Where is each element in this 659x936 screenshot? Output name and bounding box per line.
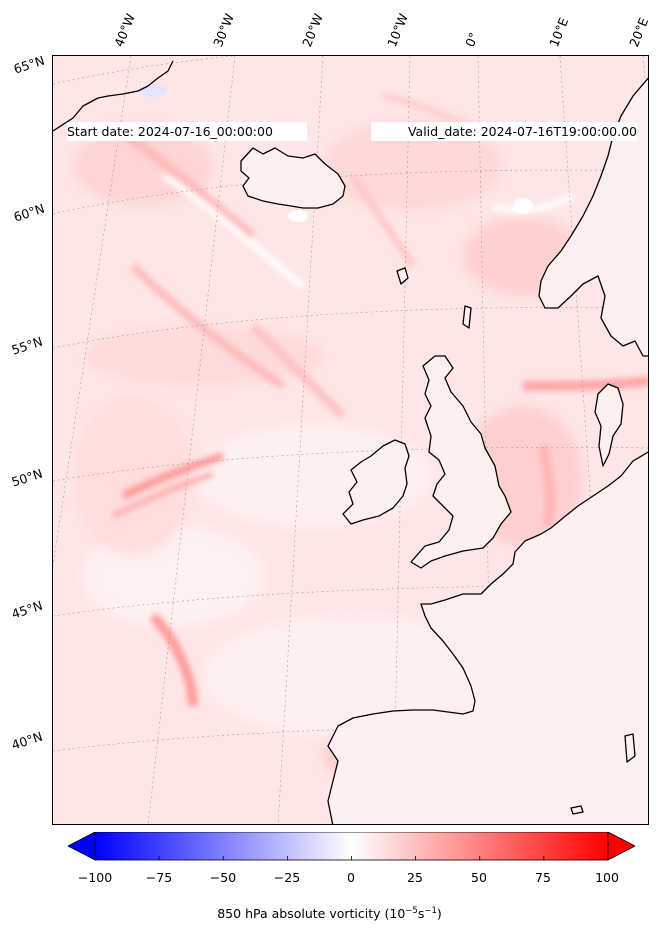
- colorbar-tick-label: 50: [471, 870, 487, 885]
- colorbar-tick-label: 25: [407, 870, 423, 885]
- great-britain-coast: [410, 355, 512, 569]
- vorticity-map: Start date: 2024-07-16_00:00:00 Valid_da…: [52, 55, 649, 825]
- colorbar-label-exponent: −5: [405, 906, 418, 916]
- faroe-coast: [396, 267, 409, 285]
- valid-date-text: Valid_date: 2024-07-16T19:00:00.00: [407, 124, 637, 139]
- start-date-text: Start date: 2024-07-16_00:00:00: [67, 124, 273, 139]
- shetland-coast: [462, 305, 472, 329]
- valid-date-label: Valid_date: 2024-07-16T19:00:00.00: [371, 122, 637, 141]
- colorbar-label-unit-exponent: −1: [424, 906, 437, 916]
- colorbar-tick-label: 100: [595, 870, 619, 885]
- colorbar: [68, 832, 635, 861]
- colorbar-extend-low: [68, 832, 96, 861]
- colorbar-label-unit: s: [417, 906, 425, 922]
- lat-label-65n: 65°N: [11, 52, 47, 77]
- colorbar-label-close: ): [436, 906, 442, 922]
- denmark-coast: [594, 383, 624, 467]
- lat-label-50n: 50°N: [9, 465, 45, 490]
- balearic-coast: [570, 805, 584, 815]
- colorbar-tick-label: −75: [145, 870, 173, 885]
- colorbar-extend-high: [607, 832, 635, 861]
- lat-label-40n: 40°N: [9, 728, 45, 753]
- iceland-coast: [240, 147, 346, 209]
- greenland-coast: [53, 60, 174, 132]
- coastlines: [53, 60, 648, 824]
- lat-label-55n: 55°N: [9, 333, 45, 358]
- colorbar-label-main: 850 hPa absolute vorticity (10: [217, 906, 406, 922]
- colorbar-gradient: [94, 832, 609, 861]
- colorbar-label: 850 hPa absolute vorticity (10−5s−1): [0, 906, 659, 921]
- lon-label-10e: 10°E: [546, 15, 572, 49]
- ireland-coast: [342, 439, 410, 525]
- colorbar-tick-label: −50: [209, 870, 237, 885]
- lon-label-20w: 20°W: [299, 11, 326, 49]
- corsica-coast: [624, 733, 636, 763]
- map-canvas: [53, 56, 648, 824]
- colorbar-tick-label: 0: [347, 870, 355, 885]
- lon-label-40w: 40°W: [111, 11, 138, 49]
- colorbar-tick-label: −25: [273, 870, 301, 885]
- continental-europe-coast: [327, 451, 648, 824]
- lon-label-20e: 20°E: [626, 15, 652, 49]
- scandinavia-coast: [538, 77, 648, 357]
- colorbar-tick-label: 75: [535, 870, 551, 885]
- colorbar-tick-label: −100: [77, 870, 113, 885]
- lat-label-45n: 45°N: [9, 597, 45, 622]
- lon-label-30w: 30°W: [210, 11, 237, 49]
- lon-label-0: 0°: [462, 30, 482, 49]
- lon-label-10w: 10°W: [384, 11, 411, 49]
- start-date-label: Start date: 2024-07-16_00:00:00: [67, 122, 307, 141]
- colorbar-ticks: [94, 856, 609, 860]
- lat-label-60n: 60°N: [11, 200, 47, 225]
